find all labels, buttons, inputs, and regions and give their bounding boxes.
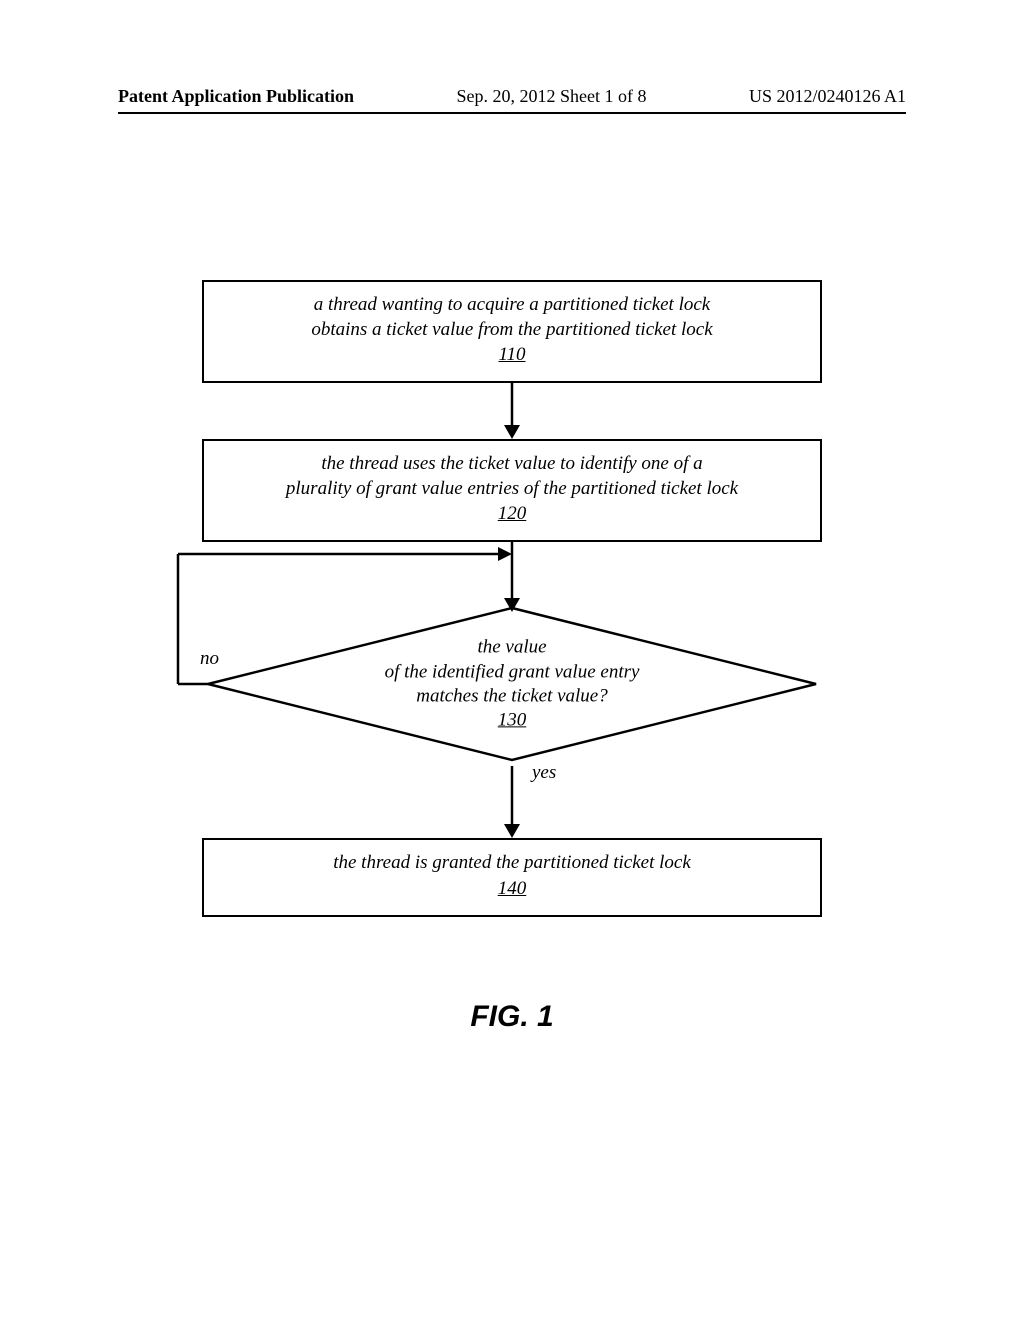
- header-left: Patent Application Publication: [118, 86, 354, 107]
- process-box-120: the thread uses the ticket value to iden…: [202, 439, 822, 542]
- step-number: 130: [498, 710, 527, 731]
- flowchart: a thread wanting to acquire a partitione…: [202, 280, 822, 917]
- box-line: the thread uses the ticket value to iden…: [321, 453, 702, 474]
- arrow-with-loop: [202, 542, 822, 612]
- figure-caption: FIG. 1: [470, 1000, 553, 1034]
- feedback-arrow-region: [202, 542, 822, 612]
- process-box-110: a thread wanting to acquire a partitione…: [202, 280, 822, 383]
- arrow-down-icon: [500, 766, 524, 838]
- step-number: 140: [498, 878, 527, 899]
- decision-line: matches the ticket value?: [416, 685, 608, 706]
- box-line: plurality of grant value entries of the …: [286, 478, 738, 499]
- decision-yes-label: yes: [532, 762, 556, 784]
- decision-text: the value of the identified grant value …: [302, 636, 722, 733]
- header-rule: [118, 112, 906, 114]
- arrow-down-icon: [500, 383, 524, 439]
- decision-130: the value of the identified grant value …: [202, 604, 822, 764]
- decision-no-label: no: [200, 648, 219, 670]
- box-line: obtains a ticket value from the partitio…: [311, 319, 712, 340]
- box-line: the thread is granted the partitioned ti…: [333, 852, 691, 873]
- step-number: 110: [498, 344, 525, 365]
- process-box-140: the thread is granted the partitioned ti…: [202, 838, 822, 916]
- decision-line: of the identified grant value entry: [385, 661, 640, 682]
- decision-line: the value: [477, 637, 546, 658]
- header-center: Sep. 20, 2012 Sheet 1 of 8: [457, 86, 647, 107]
- page-header: Patent Application Publication Sep. 20, …: [0, 86, 1024, 107]
- header-right: US 2012/0240126 A1: [749, 86, 906, 107]
- box-line: a thread wanting to acquire a partitione…: [314, 294, 710, 315]
- step-number: 120: [498, 503, 527, 524]
